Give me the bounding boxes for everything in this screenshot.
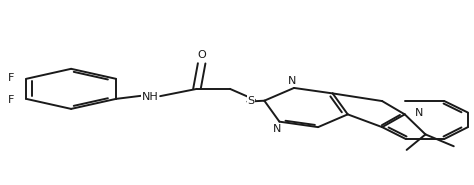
Text: F: F [8,95,14,105]
Text: S: S [247,96,255,106]
Text: N: N [287,76,296,86]
Text: F: F [8,73,14,83]
Text: N: N [287,76,296,86]
Text: F: F [8,73,14,83]
Text: O: O [197,50,206,60]
Text: O: O [197,50,206,60]
Text: N: N [415,107,423,117]
Text: S: S [247,96,255,106]
Text: NH: NH [141,92,158,102]
Text: N: N [273,124,281,134]
Text: NH: NH [141,92,158,102]
Text: F: F [8,95,14,105]
Text: N: N [273,124,281,134]
Text: N: N [415,107,423,117]
